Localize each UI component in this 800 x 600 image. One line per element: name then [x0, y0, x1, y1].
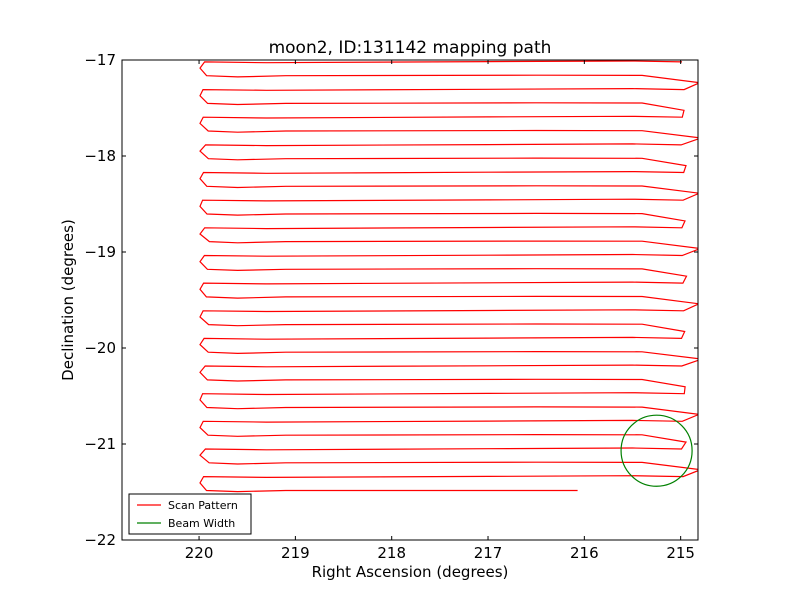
- y-axis-ticks: −17 −18 −19 −20 −21 −22: [84, 51, 698, 549]
- y-tick-label: −22: [84, 531, 116, 549]
- chart-title: moon2, ID:131142 mapping path: [269, 38, 552, 58]
- x-tick-label: 219: [281, 544, 310, 562]
- y-tick-label: −19: [84, 243, 116, 261]
- plot-frame: [121, 59, 699, 541]
- y-tick-label: −17: [84, 51, 116, 69]
- legend-label-scan: Scan Pattern: [168, 499, 238, 512]
- legend-box: [128, 493, 252, 535]
- x-tick-label: 218: [377, 544, 406, 562]
- scan-pattern-line: [199, 60, 698, 493]
- x-tick-label: 216: [570, 544, 599, 562]
- legend-label-beam: Beam Width: [168, 517, 235, 530]
- x-tick-label: 217: [474, 544, 503, 562]
- x-axis-label: Right Ascension (degrees): [312, 563, 509, 581]
- beam-width-circle: [620, 414, 693, 487]
- x-axis-ticks: 220 219 218 217 216 215: [185, 60, 695, 562]
- y-axis-label: Declination (degrees): [59, 219, 77, 381]
- y-tick-label: −21: [84, 435, 116, 453]
- x-tick-label: 215: [666, 544, 695, 562]
- y-tick-label: −20: [84, 339, 116, 357]
- legend: Scan Pattern Beam Width: [128, 493, 252, 535]
- x-tick-label: 220: [185, 544, 214, 562]
- y-tick-label: −18: [84, 147, 116, 165]
- plot-area: [199, 60, 698, 493]
